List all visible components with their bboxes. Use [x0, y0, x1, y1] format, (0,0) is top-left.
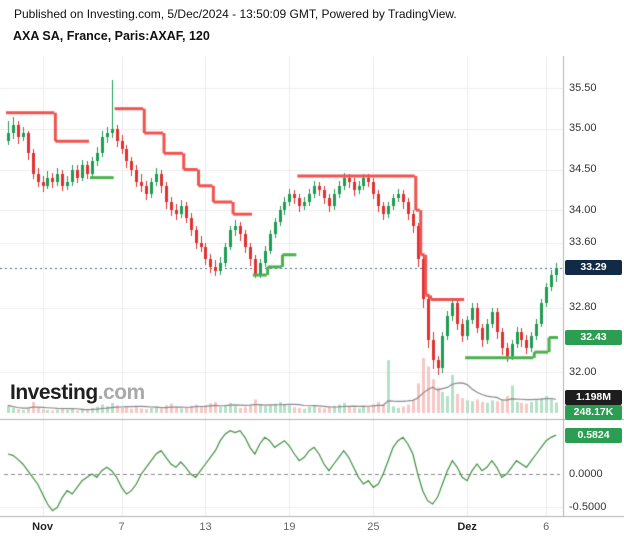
- chart-title: AXA SA, France, Paris:AXAF, 120: [13, 29, 210, 43]
- logo-text-suffix: .com: [97, 381, 146, 404]
- logo-text-main: Investing: [10, 381, 98, 404]
- published-line: Published on Investing.com, 5/Dec/2024 -…: [14, 7, 457, 21]
- investing-logo: Investing.com: [10, 381, 145, 405]
